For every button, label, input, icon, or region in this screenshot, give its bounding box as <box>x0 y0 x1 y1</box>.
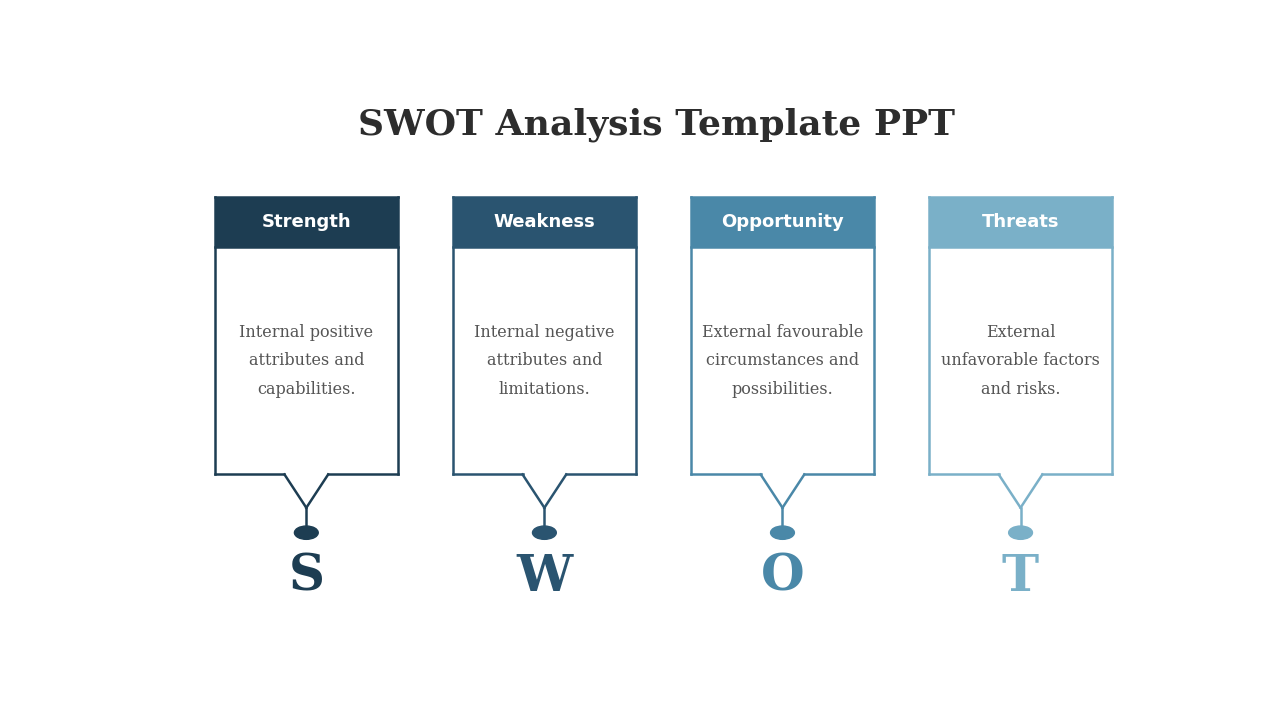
Bar <box>215 197 398 247</box>
Text: External favourable
circumstances and
possibilities.: External favourable circumstances and po… <box>701 323 863 398</box>
Text: S: S <box>288 552 324 601</box>
Bar <box>453 247 636 474</box>
Text: SWOT Analysis Template PPT: SWOT Analysis Template PPT <box>357 108 955 143</box>
Text: Internal negative
attributes and
limitations.: Internal negative attributes and limitat… <box>474 323 614 398</box>
Text: O: O <box>760 552 804 601</box>
Bar <box>691 197 874 247</box>
Circle shape <box>1009 526 1033 539</box>
Text: Threats: Threats <box>982 213 1060 231</box>
Circle shape <box>532 526 557 539</box>
Circle shape <box>771 526 795 539</box>
Text: Weakness: Weakness <box>494 213 595 231</box>
Text: T: T <box>1002 552 1039 601</box>
Circle shape <box>294 526 319 539</box>
Text: Strength: Strength <box>261 213 351 231</box>
Text: Opportunity: Opportunity <box>721 213 844 231</box>
Bar <box>929 197 1112 247</box>
Bar <box>691 247 874 474</box>
Bar <box>215 247 398 474</box>
Text: Internal positive
attributes and
capabilities.: Internal positive attributes and capabil… <box>239 323 374 398</box>
Text: W: W <box>516 552 572 601</box>
Bar <box>929 247 1112 474</box>
Bar <box>453 197 636 247</box>
Text: External
unfavorable factors
and risks.: External unfavorable factors and risks. <box>941 323 1100 398</box>
